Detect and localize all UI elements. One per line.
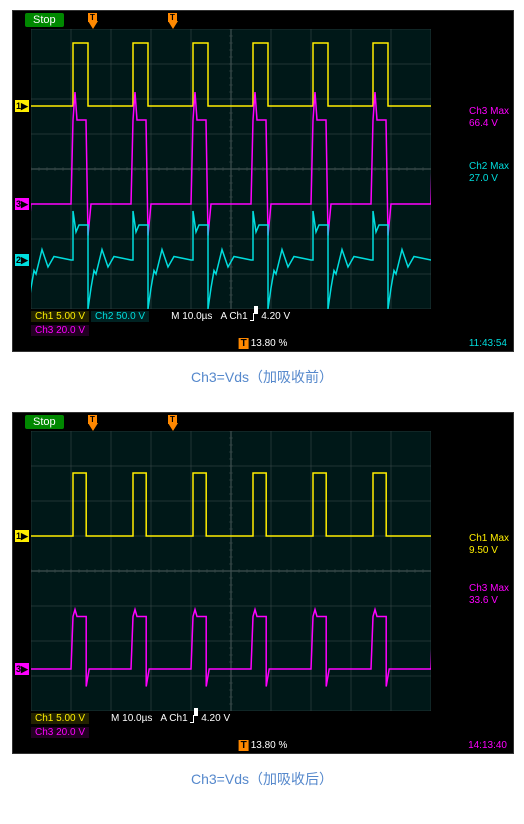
scope2-bottombar: Ch1 5.00 V M 10.0µs A Ch1 4.20 V Ch3 20.0 … <box>13 711 513 753</box>
stop-button[interactable]: Stop <box>25 415 64 429</box>
trigger-arrow <box>88 21 98 29</box>
trigger-info: A Ch1 4.20 V <box>160 713 230 724</box>
scope1-scales-row2: Ch3 20.0 V <box>13 323 513 337</box>
measurement-readout: Ch3 Max33.6 V <box>469 583 509 607</box>
timebase-readout: M 10.0µs <box>171 311 212 322</box>
channel-marker: 3▶ <box>15 198 29 210</box>
channel-scale: Ch1 5.00 V <box>31 713 89 724</box>
oscilloscope-1: Stop T T Ch1 5.00 VCh2 50.0 VM 10.0µsA C… <box>12 10 512 352</box>
scope2-holdoff: T13.80 % <box>239 740 288 751</box>
measurement-readout: Ch2 Max27.0 V <box>469 161 509 185</box>
channel-scale: Ch3 20.0 V <box>31 727 89 738</box>
trigger-info: A Ch1 4.20 V <box>220 311 290 322</box>
measurement-readout: Ch1 Max9.50 V <box>469 533 509 557</box>
rising-edge-icon <box>190 713 198 723</box>
measurement-readout: Ch3 Max66.4 V <box>469 106 509 130</box>
scope2-scales-row2: Ch3 20.0 V <box>13 725 513 739</box>
timebase-readout: M 10.0µs <box>111 713 152 724</box>
rising-edge-icon <box>250 311 258 321</box>
scope2-svg <box>31 431 431 711</box>
channel-marker: 3▶ <box>15 663 29 675</box>
trigger-arrow <box>88 423 98 431</box>
scope2-scales-row1: Ch1 5.00 V M 10.0µs A Ch1 4.20 V <box>13 711 513 725</box>
scope1-svg <box>31 29 431 309</box>
caption-2: Ch3=Vds（加吸收后） <box>10 769 514 789</box>
trigger-pos-arrow <box>168 423 178 431</box>
stop-button[interactable]: Stop <box>25 13 64 27</box>
channel-scale: Ch3 20.0 V <box>31 325 89 336</box>
scope-screen-1: Stop T T Ch1 5.00 VCh2 50.0 VM 10.0µsA C… <box>12 10 514 352</box>
trigger-pos-arrow <box>168 21 178 29</box>
scope1-scales-row1: Ch1 5.00 VCh2 50.0 V M 10.0µs A Ch1 4.20 V <box>13 309 513 323</box>
caption-1: Ch3=Vds（加吸收前） <box>10 367 514 387</box>
oscilloscope-2: Stop T T Ch1 5.00 VM 10.0µsA Ch1 4.20 V … <box>12 412 512 754</box>
channel-marker: 2▶ <box>15 254 29 266</box>
scope1-timestamp: 11:43:54 <box>469 338 507 349</box>
channel-scale: Ch1 5.00 V <box>31 311 89 322</box>
scope1-plot <box>31 29 431 309</box>
trigger-badge-icon: T <box>239 338 249 349</box>
scope1-bottombar: Ch1 5.00 VCh2 50.0 V M 10.0µs A Ch1 4.20 V… <box>13 309 513 351</box>
scope2-plot <box>31 431 431 711</box>
scope-screen-2: Stop T T Ch1 5.00 VM 10.0µsA Ch1 4.20 V … <box>12 412 514 754</box>
scope2-timestamp: 14:13:40 <box>468 740 507 751</box>
channel-scale: Ch2 50.0 V <box>91 311 149 322</box>
trigger-badge-icon: T <box>239 740 249 751</box>
scope1-holdoff: T13.80 % <box>239 338 288 349</box>
channel-marker: 1▶ <box>15 100 29 112</box>
channel-marker: 1▶ <box>15 530 29 542</box>
